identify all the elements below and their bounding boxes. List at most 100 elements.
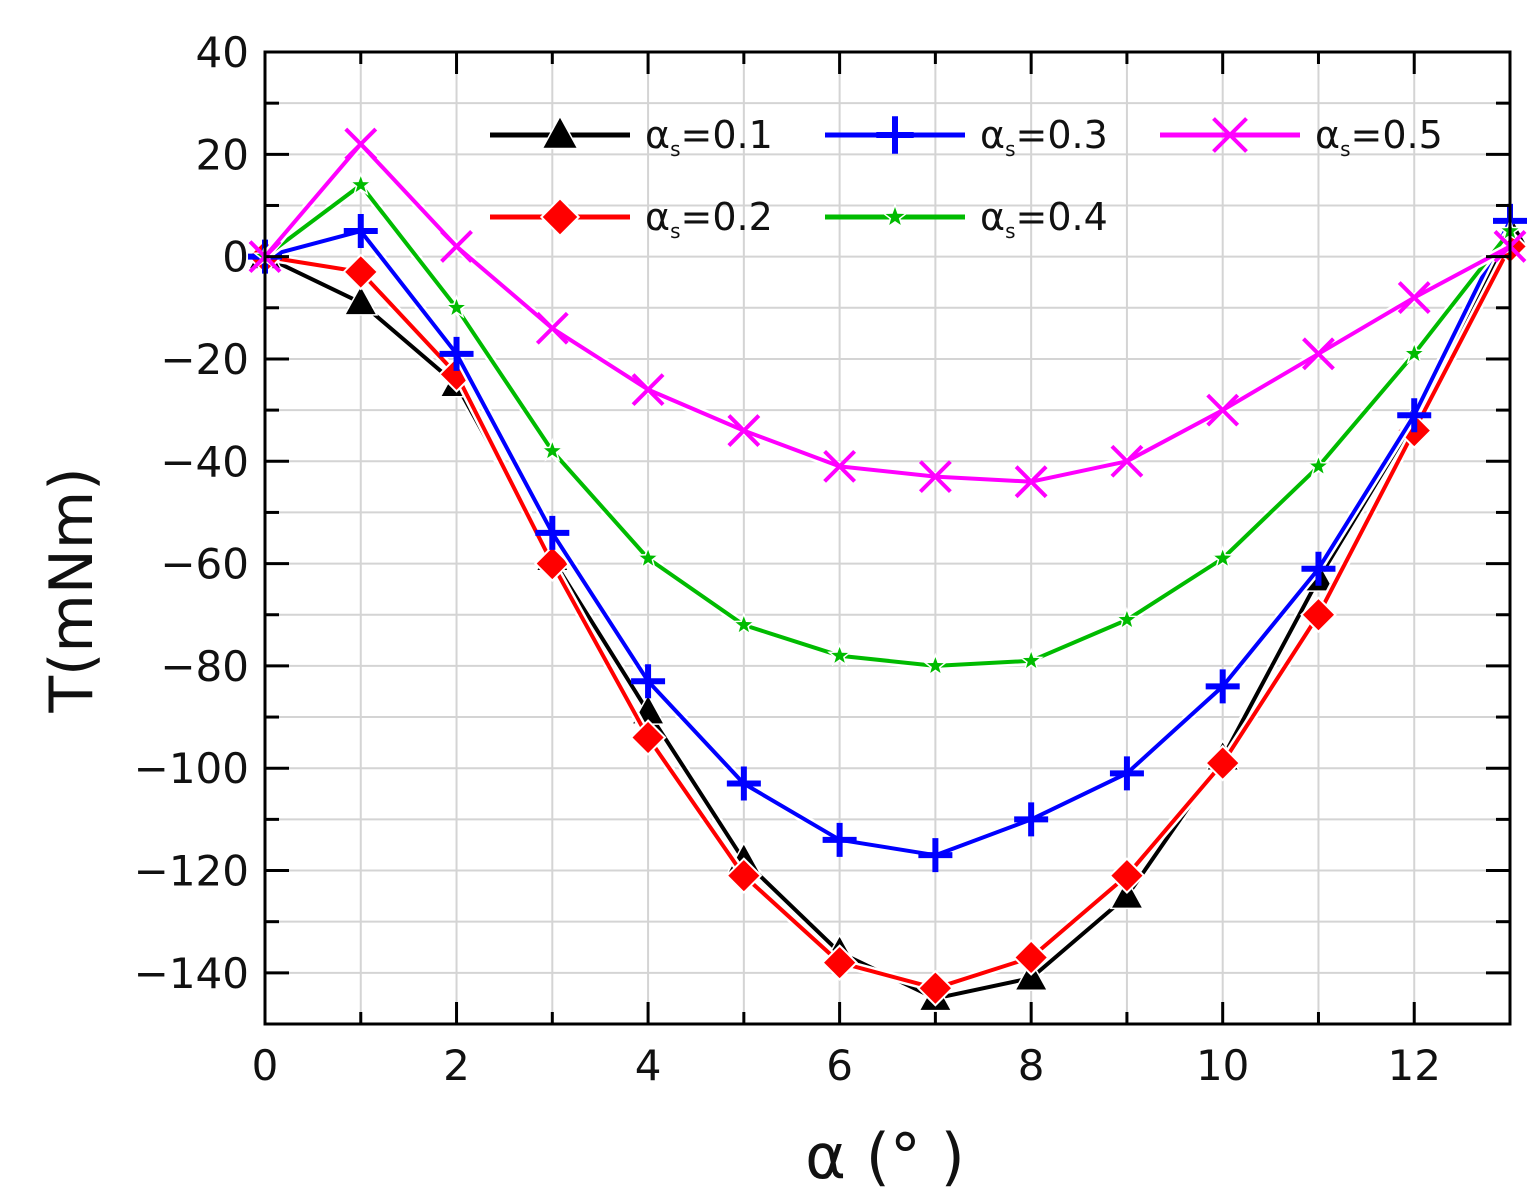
- data-point: [1108, 857, 1146, 895]
- data-point: [1109, 756, 1144, 791]
- data-point: [348, 171, 374, 196]
- x-axis-title: α (° ): [805, 1120, 965, 1193]
- x-tick-label: 12: [1388, 1041, 1441, 1090]
- legend-label-subscript: s: [1005, 219, 1015, 243]
- legend-label-symbol: α: [980, 195, 1005, 239]
- data-point: [1204, 744, 1242, 782]
- y-tick-label: −80: [160, 642, 249, 691]
- legend-item: αs=0.3: [825, 113, 1108, 161]
- series-0.4: [252, 171, 1523, 677]
- series-line: [264, 245, 1512, 991]
- y-tick-label: −100: [134, 744, 249, 793]
- legend-label-value: =0.5: [1350, 113, 1442, 157]
- x-tick-label: 2: [443, 1041, 470, 1090]
- data-point: [726, 766, 761, 801]
- data-point: [822, 822, 857, 857]
- legend-item: αs=0.1: [490, 113, 773, 161]
- series-0.2: [246, 227, 1529, 1007]
- legend-label-subscript: s: [1340, 137, 1350, 161]
- data-point: [1110, 444, 1144, 478]
- legend-label-symbol: α: [645, 113, 670, 157]
- legend-label-value: =0.1: [680, 113, 772, 157]
- y-tick-label: −20: [160, 335, 249, 384]
- data-point: [918, 460, 952, 494]
- data-point: [1018, 647, 1044, 672]
- x-tick-label: 10: [1196, 1041, 1249, 1090]
- data-point: [1397, 398, 1432, 433]
- legend-item: αs=0.4: [825, 195, 1108, 243]
- data-point: [727, 414, 761, 447]
- data-point: [343, 214, 378, 249]
- y-tick-label: −120: [134, 847, 249, 896]
- data-point: [1397, 281, 1431, 314]
- data-point: [918, 838, 953, 873]
- data-point: [1305, 453, 1331, 478]
- legend: αs=0.1αs=0.2αs=0.3αs=0.4αs=0.5: [490, 113, 1443, 243]
- data-point: [827, 642, 853, 667]
- data-point: [1014, 802, 1049, 837]
- legend-label: αs=0.2: [645, 195, 773, 243]
- data-point: [881, 202, 909, 229]
- series-line: [264, 219, 1512, 858]
- data-point: [1014, 465, 1048, 499]
- y-tick-label: 0: [222, 233, 249, 282]
- legend-label-subscript: s: [670, 219, 680, 243]
- data-point: [725, 857, 763, 895]
- data-point: [823, 449, 857, 483]
- data-point: [1012, 939, 1050, 976]
- legend-item: αs=0.5: [1160, 113, 1443, 161]
- data-point: [922, 652, 948, 677]
- data-point: [342, 253, 380, 291]
- data-point: [535, 515, 570, 550]
- data-point: [1301, 551, 1336, 586]
- legend-label-value: =0.3: [1015, 113, 1107, 157]
- data-point: [1210, 545, 1236, 570]
- y-tick-label: −140: [134, 949, 249, 998]
- y-tick-label: −60: [160, 540, 249, 589]
- data-point: [540, 114, 580, 150]
- y-tick-label: −40: [160, 437, 249, 486]
- data-point: [344, 127, 378, 161]
- legend-label-subscript: s: [1005, 137, 1015, 161]
- legend-label-value: =0.2: [680, 195, 772, 239]
- grid-lines: [264, 51, 1511, 1025]
- legend-item: αs=0.2: [490, 195, 773, 243]
- data-point: [1300, 596, 1337, 634]
- data-point: [539, 437, 565, 462]
- legend-label-symbol: α: [980, 113, 1005, 157]
- data-point: [343, 284, 379, 316]
- plot-frame: [263, 50, 1512, 1026]
- legend-label: αs=0.1: [645, 113, 773, 161]
- data-point: [1205, 669, 1240, 704]
- data-point: [1401, 340, 1427, 365]
- x-tick-label: 0: [252, 1041, 279, 1090]
- data-point: [535, 311, 569, 345]
- data-point: [440, 229, 473, 263]
- data-point: [731, 611, 757, 636]
- legend-label-value: =0.4: [1015, 195, 1107, 239]
- axis-ticks: [263, 50, 1512, 1026]
- legend-label: αs=0.3: [980, 113, 1108, 161]
- data-point: [821, 944, 859, 982]
- legend-label-symbol: α: [1315, 113, 1340, 157]
- series-layer: [246, 127, 1529, 1012]
- data-point: [876, 116, 914, 154]
- data-point: [444, 294, 470, 319]
- legend-label: αs=0.5: [1315, 113, 1443, 161]
- data-point: [629, 719, 667, 756]
- legend-label-symbol: α: [645, 195, 670, 239]
- data-point: [1302, 337, 1335, 371]
- series-0.3: [248, 203, 1527, 873]
- data-point: [631, 373, 665, 407]
- x-tick-label: 6: [826, 1041, 853, 1090]
- data-point: [439, 336, 474, 371]
- data-point: [916, 969, 954, 1007]
- data-point: [635, 545, 661, 570]
- x-tick-label: 8: [1018, 1041, 1045, 1090]
- y-tick-label: 20: [196, 130, 249, 179]
- y-tick-label: 40: [196, 28, 249, 77]
- data-point: [1212, 117, 1248, 153]
- legend-label: αs=0.4: [980, 195, 1108, 243]
- series-line: [263, 183, 1512, 668]
